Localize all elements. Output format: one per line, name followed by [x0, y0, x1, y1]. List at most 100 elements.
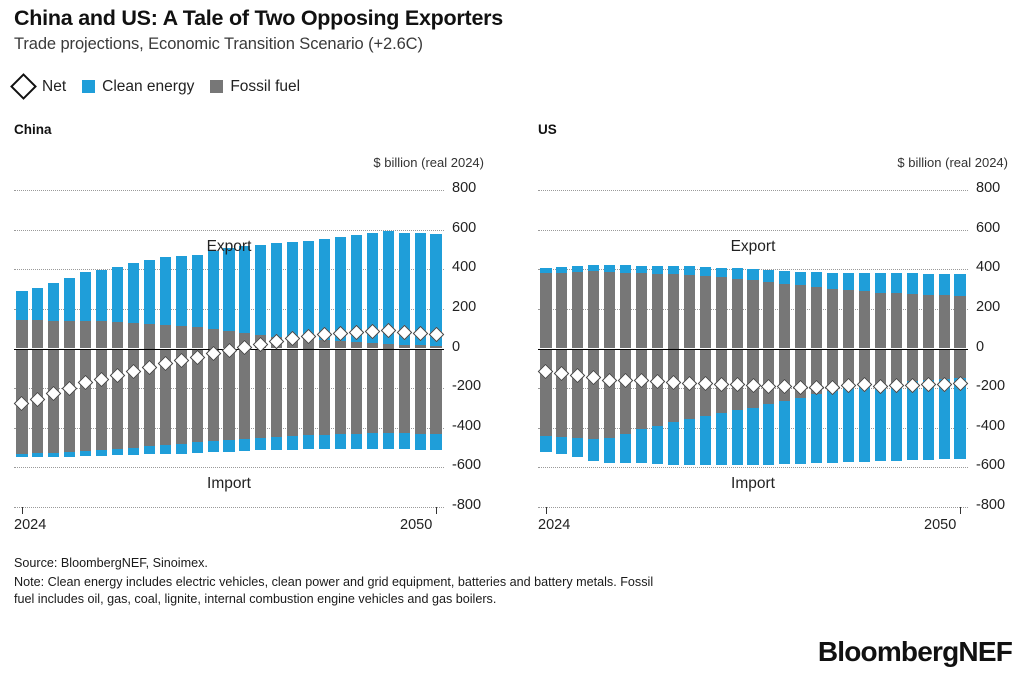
- bar-segment-clean-import: [80, 450, 92, 457]
- bar-segment-clean-export: [430, 233, 442, 346]
- unit-label-us: $ billion (real 2024): [897, 155, 1008, 170]
- page-subtitle: Trade projections, Economic Transition S…: [14, 35, 423, 53]
- y-axis-tick-label: 600: [452, 219, 477, 236]
- bar-segment-fossil-export: [398, 344, 410, 349]
- bar-segment-fossil-import: [398, 348, 410, 434]
- bar-segment-clean-import: [842, 388, 855, 462]
- bar-segment-fossil-export: [811, 287, 823, 349]
- bar-segment-clean-import: [906, 381, 918, 461]
- bar-segment-fossil-import: [635, 348, 648, 429]
- bar-segment-fossil-export: [827, 288, 839, 349]
- bar-segment-clean-import: [635, 428, 648, 464]
- gridline: [14, 467, 444, 469]
- bar-segment-clean-import: [890, 382, 902, 462]
- legend-item-fossil-fuel: Fossil fuel: [210, 78, 300, 96]
- bar-segment-clean-export: [64, 278, 76, 321]
- bar-segment-clean-export: [111, 267, 124, 322]
- legend-item-net: Net: [10, 73, 66, 100]
- bar-segment-fossil-export: [159, 324, 171, 349]
- bar-segment-fossil-import: [620, 348, 632, 434]
- bar-segment-fossil-export: [96, 320, 108, 349]
- bar-segment-clean-import: [287, 436, 299, 450]
- bar-segment-clean-export: [271, 243, 283, 337]
- x-axis-label-start: 2024: [538, 517, 571, 533]
- legend-label-clean-energy: Clean energy: [102, 77, 195, 95]
- bar-segment-fossil-import: [414, 348, 426, 434]
- bar-segment-fossil-export: [747, 280, 759, 349]
- bar-segment-clean-import: [334, 434, 347, 449]
- bar-segment-fossil-import: [175, 348, 187, 444]
- bar-segment-fossil-import: [890, 348, 902, 383]
- bar-segment-clean-export: [683, 266, 695, 276]
- bar-segment-fossil-import: [827, 348, 839, 392]
- bar-segment-clean-export: [858, 273, 871, 292]
- bar-segment-fossil-export: [906, 294, 918, 349]
- panel-title-us: US: [538, 122, 557, 137]
- bar-segment-fossil-export: [48, 320, 60, 349]
- bar-segment-fossil-import: [811, 348, 823, 395]
- brand-logo: BloombergNEF: [817, 636, 1013, 667]
- bar-segment-fossil-import: [350, 348, 362, 434]
- bar-segment-clean-export: [255, 245, 267, 335]
- bar-segment-clean-import: [111, 448, 124, 456]
- bar-segment-clean-export: [366, 232, 378, 343]
- bar-segment-clean-import: [683, 418, 695, 466]
- bar-segment-clean-import: [858, 386, 871, 462]
- bar-segment-fossil-import: [540, 348, 552, 436]
- legend-item-clean-energy: Clean energy: [82, 78, 194, 96]
- bar-segment-fossil-import: [207, 348, 219, 441]
- bar-segment-fossil-export: [64, 320, 76, 349]
- bar-segment-fossil-export: [430, 345, 442, 349]
- zero-axis-line: [538, 348, 968, 350]
- import-region-label: Import: [731, 475, 775, 493]
- bar-segment-clean-import: [366, 433, 378, 449]
- bar-segment-clean-export: [159, 257, 171, 325]
- bar-segment-clean-import: [64, 451, 76, 458]
- bar-segment-clean-export: [540, 268, 552, 274]
- bar-segment-clean-import: [667, 422, 679, 465]
- y-axis-tick-label: 200: [976, 298, 1001, 315]
- bar-segment-clean-import: [795, 397, 807, 464]
- page-title: China and US: A Tale of Two Opposing Exp…: [14, 6, 503, 30]
- bar-segment-clean-import: [398, 433, 410, 450]
- bar-segment-fossil-export: [127, 322, 139, 349]
- bar-segment-clean-export: [191, 255, 203, 327]
- export-region-label: Export: [206, 237, 252, 255]
- bar-segment-clean-import: [572, 437, 584, 458]
- note-text: Note: Clean energy includes electric veh…: [14, 575, 654, 606]
- gridline: [14, 190, 444, 191]
- bar-segment-clean-export: [572, 266, 584, 273]
- bar-segment-clean-import: [715, 413, 727, 466]
- bar-segment-clean-export: [811, 272, 823, 288]
- bar-segment-clean-export: [604, 265, 616, 273]
- y-axis-tick-label: 800: [976, 180, 1001, 196]
- legend: Net Clean energy Fossil fuel: [10, 73, 316, 100]
- bar-segment-fossil-import: [366, 348, 378, 434]
- bar-segment-fossil-import: [795, 348, 807, 398]
- bar-segment-clean-export: [667, 265, 679, 275]
- bar-segment-fossil-export: [795, 285, 807, 349]
- bar-segment-clean-import: [318, 434, 331, 449]
- bar-segment-fossil-export: [588, 271, 600, 349]
- import-region-label: Import: [207, 475, 251, 493]
- bar-segment-fossil-import: [127, 348, 139, 448]
- bar-segment-clean-export: [287, 241, 299, 338]
- bar-segment-clean-import: [811, 394, 823, 464]
- bar-segment-clean-import: [255, 437, 267, 451]
- bar-segment-fossil-export: [414, 344, 426, 349]
- bar-segment-fossil-import: [588, 348, 600, 439]
- bar-segment-clean-import: [763, 404, 775, 465]
- bar-segment-clean-import: [651, 425, 663, 465]
- bar-segment-fossil-export: [334, 340, 347, 349]
- bar-segment-clean-import: [827, 391, 839, 463]
- bar-segment-fossil-import: [111, 348, 124, 449]
- bar-segment-fossil-import: [191, 348, 203, 443]
- bar-segment-fossil-export: [938, 295, 950, 349]
- y-axis-tick-label: -800: [976, 497, 1006, 513]
- x-axis-label-end: 2050: [924, 517, 957, 533]
- bar-segment-clean-export: [80, 272, 92, 321]
- bar-segment-fossil-export: [223, 330, 235, 349]
- bar-segment-clean-import: [731, 410, 743, 465]
- bar-segment-clean-export: [906, 273, 918, 295]
- bar-segment-clean-export: [651, 265, 663, 274]
